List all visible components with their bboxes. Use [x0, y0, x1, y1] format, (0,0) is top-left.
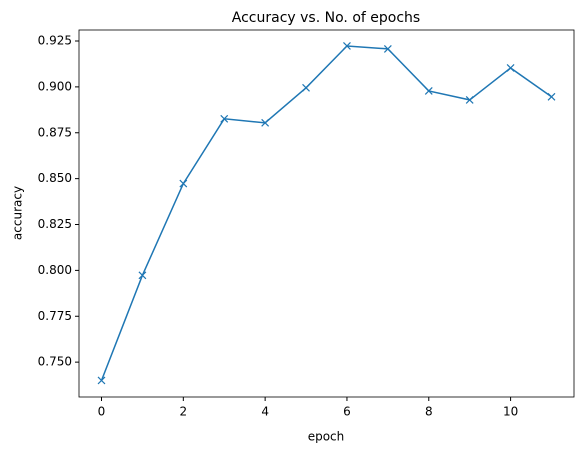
data-marker	[383, 44, 392, 53]
y-tick-label: 0.850	[38, 171, 72, 185]
data-marker	[261, 118, 270, 127]
y-tick-label: 0.925	[38, 34, 72, 48]
x-tick-label: 8	[425, 405, 433, 419]
y-tick-label: 0.825	[38, 217, 72, 231]
y-tick-label: 0.750	[38, 355, 72, 369]
data-marker	[465, 95, 474, 104]
x-tick-label: 2	[179, 405, 187, 419]
data-marker	[506, 64, 515, 72]
y-axis-label: accuracy	[11, 186, 25, 240]
y-tick-label: 0.775	[38, 309, 72, 323]
data-marker	[424, 86, 433, 95]
data-marker	[97, 376, 106, 385]
data-marker	[343, 42, 351, 50]
data-marker	[138, 271, 147, 280]
data-line	[100, 45, 552, 381]
x-tick-label: 10	[503, 405, 518, 419]
y-tick-label: 0.900	[38, 79, 72, 93]
data-marker	[302, 83, 310, 92]
plot-frame	[78, 29, 575, 398]
x-axis-label: epoch	[308, 430, 345, 444]
chart-title: Accuracy vs. No. of epochs	[232, 10, 420, 26]
data-marker	[220, 114, 229, 123]
y-tick-label: 0.800	[38, 263, 72, 277]
data-marker	[179, 179, 188, 188]
x-tick-label: 4	[261, 405, 269, 419]
x-tick-label: 6	[343, 405, 351, 419]
y-tick-label: 0.875	[38, 125, 72, 139]
data-marker	[547, 92, 556, 101]
x-tick-label: 0	[98, 405, 106, 419]
